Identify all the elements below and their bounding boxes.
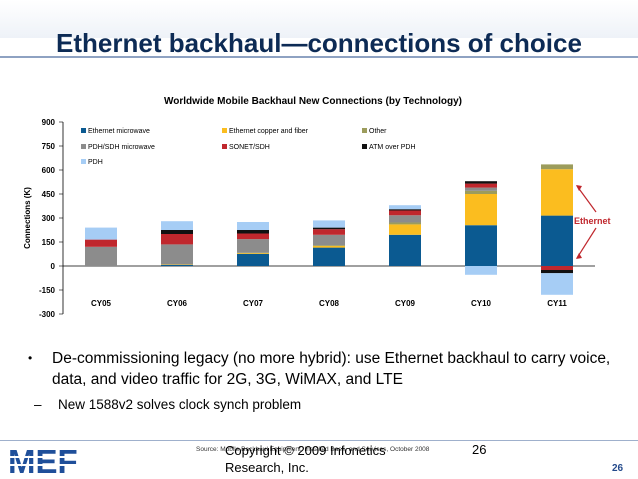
x-tick-label: CY08 [319,299,340,308]
mef-logo: MEF [8,445,80,477]
bar-segment [237,222,269,230]
bar-segment [237,230,269,234]
legend-label: PDH [88,159,103,166]
bar-segment [313,245,345,246]
bar-segment [313,246,345,248]
bar-segment [313,234,345,246]
bar-segment [541,270,573,274]
x-tick-label: CY05 [91,299,112,308]
source-note: Source: Mobile Backhaul Equipment, Insta… [196,446,430,453]
y-tick-label: -300 [39,310,56,319]
bullet-text: De-commissioning legacy (no more hybrid)… [52,350,611,388]
legend-label: ATM over PDH [369,144,416,151]
ethernet-annotation: Ethernet [574,216,611,226]
bar-segment [313,227,345,230]
bar-segment [541,266,573,270]
bar-segment [389,234,421,266]
bar-segment [237,239,269,253]
legend-swatch [222,144,227,149]
bar-segment [541,164,573,170]
annotation-arrowhead [576,185,582,191]
bullet-marker: • [28,351,33,365]
bar-segment [313,220,345,228]
bar-segment [541,215,573,266]
bar-segment [85,239,117,247]
x-tick-label: CY11 [547,299,567,308]
legend-swatch [81,159,86,164]
bar-segment [389,224,421,235]
bar-segment [161,221,193,230]
bar-segment [389,222,421,225]
page-number: 26 [472,442,487,457]
title-band [0,0,638,38]
y-tick-label: 300 [42,214,56,223]
legend-swatch [362,144,367,149]
bar-segment [161,244,193,265]
y-tick-label: 750 [42,142,56,151]
legend-swatch [81,144,86,149]
y-tick-label: 600 [42,166,56,175]
y-axis-label: Connections (K) [23,187,32,249]
legend-label: SONET/SDH [229,144,270,151]
y-tick-label: 450 [42,190,56,199]
legend-swatch [222,128,227,133]
bar-segment [85,227,117,240]
bar-segment [389,209,421,211]
annotation-arrow [576,227,597,259]
annotation-arrowhead [576,253,582,259]
bar-segment [313,229,345,235]
sub-bullet-marker: – [34,397,42,412]
annotation-arrow [576,185,597,213]
bar-segment [313,247,345,266]
legend-swatch [81,128,86,133]
sub-bullet: – New 1588v2 solves clock synch problem [34,397,302,412]
bar-segment [161,264,193,266]
legend-label: Ethernet microwave [88,128,150,135]
x-tick-label: CY09 [395,299,416,308]
bar-segment [541,273,573,295]
chart-title: Worldwide Mobile Backhaul New Connection… [164,96,462,107]
bar-segment [465,190,497,194]
y-tick-label: 150 [42,238,56,247]
y-tick-label: 900 [42,118,56,127]
bar-segment [161,234,193,245]
sub-bullet-text: New 1588v2 solves clock synch problem [58,397,302,412]
bar-segment [237,253,269,254]
legend-label: Ethernet copper and fiber [229,128,309,135]
copyright-text: Copyright © 2009 Infonetics Research, In… [225,443,386,475]
bar-segment [161,264,193,265]
bar-segment [389,215,421,223]
title-underline [0,56,638,58]
stacked-bar-chart: Worldwide Mobile Backhaul New Connection… [23,96,611,319]
bar-segment [85,246,117,266]
bar-segment [465,266,497,275]
logo-text: MEF [8,445,78,477]
bar-segment [237,233,269,240]
x-tick-label: CY06 [167,299,188,308]
bullet-point: • De-commissioning legacy (no more hybri… [28,348,628,390]
legend-label: PDH/SDH microwave [88,144,155,151]
x-tick-label: CY07 [243,299,264,308]
legend-label: Other [369,128,387,135]
bar-segment [465,181,497,184]
slide-title: Ethernet backhaul—connections of choice [56,28,582,58]
bar-segment [389,210,421,216]
bar-segment [465,187,497,191]
x-tick-label: CY10 [471,299,492,308]
bar-segment [161,230,193,234]
bar-segment [541,169,573,216]
bar-segment [389,205,421,210]
legend-swatch [362,128,367,133]
bar-segment [465,194,497,226]
bar-segment [465,183,497,188]
bar-segment [237,254,269,266]
footer-divider [0,440,638,441]
bar-segment [237,252,269,254]
footer-page-number: 26 [612,463,624,474]
y-tick-label: 0 [51,262,56,271]
bar-segment [465,225,497,266]
y-tick-label: -150 [39,286,56,295]
